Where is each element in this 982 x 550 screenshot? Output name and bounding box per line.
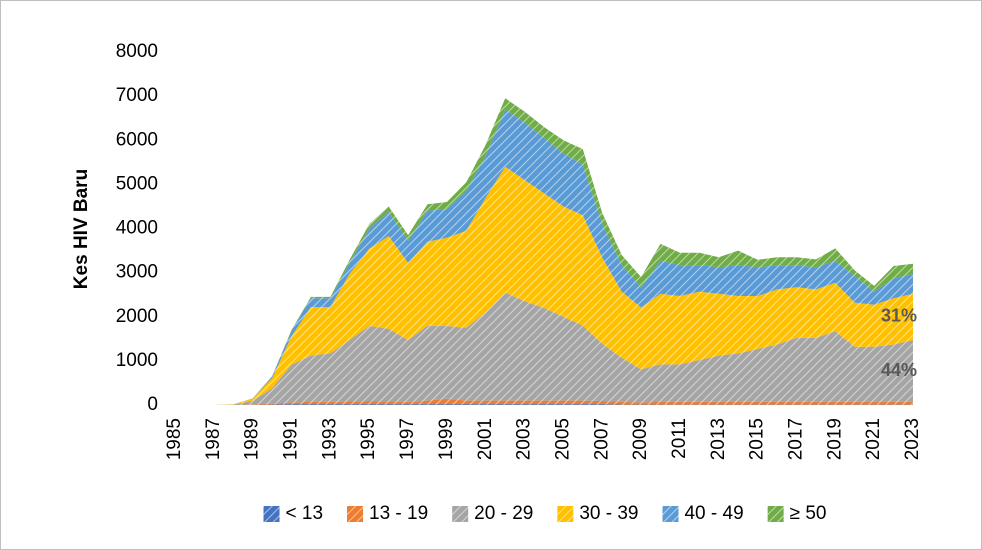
y-tick-label: 1000 xyxy=(116,350,158,371)
area-hatch xyxy=(175,109,913,406)
x-tick-label: 2023 xyxy=(902,418,923,460)
legend-item: ≥ 50 xyxy=(767,503,827,524)
x-tick-label: 1997 xyxy=(397,418,418,460)
area-hatch xyxy=(175,292,913,405)
x-tick-label: 2015 xyxy=(747,418,768,460)
legend-swatch-hatch xyxy=(557,506,574,522)
area-hatch xyxy=(175,166,913,405)
x-tick-label: 2007 xyxy=(591,418,612,460)
x-tick-label: 1999 xyxy=(436,418,457,460)
y-tick-label: 3000 xyxy=(116,262,158,283)
y-tick-label: 6000 xyxy=(116,129,158,150)
x-tick-label: 2019 xyxy=(824,418,845,460)
x-tick-label: 2011 xyxy=(669,418,690,459)
legend-label: 40 - 49 xyxy=(684,503,743,524)
y-tick-label: 7000 xyxy=(116,85,158,106)
legend-label: 20 - 29 xyxy=(474,503,533,524)
legend-swatch-hatch xyxy=(263,506,280,522)
legend-label: 30 - 39 xyxy=(579,503,638,524)
x-tick-label: 1991 xyxy=(281,418,302,460)
x-tick-label: 1985 xyxy=(164,418,185,460)
legend-label: 13 - 19 xyxy=(369,503,428,524)
area-hatch xyxy=(175,404,913,405)
legend: < 13 13 - 19 20 - 29 30 - 39 40 - 49 ≥ 50 xyxy=(263,503,827,524)
y-tick-label: 2000 xyxy=(116,306,158,327)
annotation: 31% xyxy=(881,306,917,326)
x-tick-label: 1989 xyxy=(242,418,263,460)
x-tick-label: 2021 xyxy=(863,418,884,460)
x-tick-label: 1993 xyxy=(319,418,340,460)
y-tick-label: 8000 xyxy=(116,41,158,62)
x-tick-label: 2013 xyxy=(708,418,729,460)
legend-item: < 13 xyxy=(263,503,324,524)
y-tick-label: 5000 xyxy=(116,173,158,194)
y-tick-label: 4000 xyxy=(116,218,158,239)
y-tick-label: 0 xyxy=(147,394,158,415)
legend-swatch-hatch xyxy=(767,506,784,522)
legend-item: 30 - 39 xyxy=(557,503,638,524)
legend-swatch-hatch xyxy=(452,506,469,522)
x-tick-label: 2017 xyxy=(785,418,806,460)
x-tick-label: 2001 xyxy=(475,418,496,460)
x-tick-label: 1987 xyxy=(203,418,224,460)
legend-swatch-hatch xyxy=(347,506,364,522)
legend-label: < 13 xyxy=(286,503,324,524)
x-tick-label: 1995 xyxy=(358,418,379,460)
legend-label: ≥ 50 xyxy=(790,503,827,524)
x-tick-label: 2009 xyxy=(630,418,651,460)
legend-item: 13 - 19 xyxy=(347,503,428,524)
x-tick-label: 2003 xyxy=(514,418,535,460)
legend-item: 40 - 49 xyxy=(662,503,744,524)
legend-swatch-hatch xyxy=(662,506,679,522)
legend-item: 20 - 29 xyxy=(452,503,533,524)
y-axis-label: Kes HIV Baru xyxy=(71,169,92,289)
annotation: 44% xyxy=(881,360,917,380)
area-hatch xyxy=(175,398,913,405)
x-tick-label: 2005 xyxy=(552,418,573,460)
